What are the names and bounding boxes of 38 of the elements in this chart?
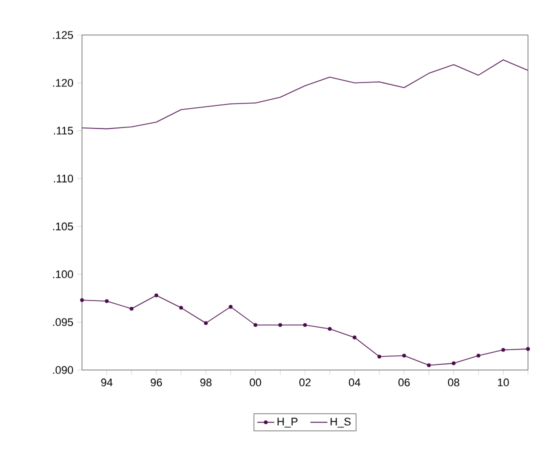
point: [228, 304, 233, 309]
point: [402, 354, 406, 358]
point: [204, 321, 208, 325]
x-tick-label: 00: [250, 378, 262, 386]
y-tick-label: .100: [53, 270, 74, 278]
x-tick-label: 02: [299, 378, 311, 386]
x-tick-label: 94: [101, 378, 113, 386]
point: [328, 326, 332, 331]
y-tick-label: .105: [53, 222, 74, 230]
y-tick-label: .120: [53, 78, 74, 87]
y-tick-label: .090: [53, 366, 74, 374]
point: [130, 306, 134, 311]
point: [452, 361, 456, 366]
point: [303, 323, 307, 327]
point: [278, 323, 282, 327]
y-tick-label: .115: [54, 126, 74, 135]
point: [526, 347, 530, 351]
x-tick-label: 08: [448, 378, 460, 386]
x-tick-label: 98: [200, 378, 212, 386]
y-tick-label: .095: [53, 318, 74, 326]
y-tick-label: .125: [53, 31, 74, 39]
x-tick-label: 96: [150, 378, 162, 386]
point: [80, 298, 84, 302]
legend-label: H_P: [278, 418, 298, 428]
x-tick-label: 06: [398, 378, 410, 386]
point: [352, 336, 356, 340]
legend-label: H_S: [330, 418, 351, 428]
point: [154, 293, 158, 298]
point: [501, 348, 506, 352]
y-tick-label: .110: [54, 174, 74, 182]
point: [254, 323, 258, 327]
point: [179, 306, 184, 310]
point: [104, 299, 109, 303]
point: [377, 354, 382, 358]
x-tick-label: 10: [498, 378, 509, 386]
point: [427, 363, 431, 368]
point: [476, 354, 480, 358]
x-tick-label: 04: [348, 378, 360, 386]
